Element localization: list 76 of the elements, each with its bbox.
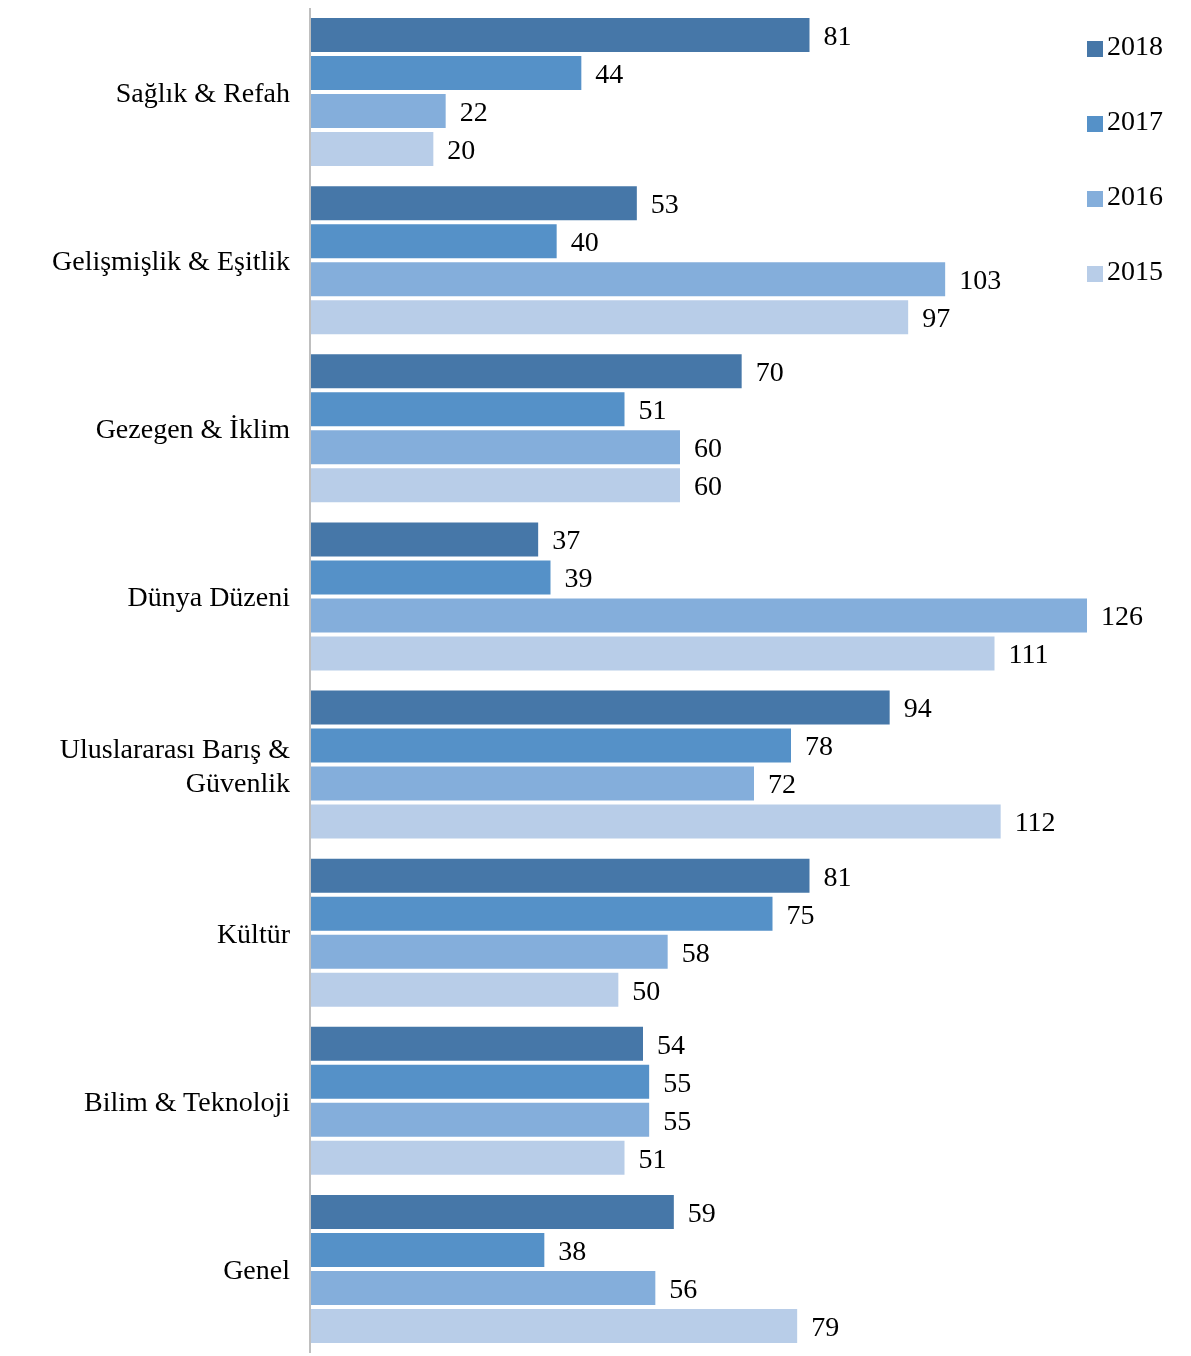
data-label: 51 [638,1142,667,1174]
bar [310,766,754,801]
bar [310,1232,545,1267]
bar [310,804,1001,839]
y-tick-label: Uluslararası Barış & Güvenlik [59,732,291,798]
data-label: 55 [663,1066,692,1098]
bar [310,18,810,52]
bar [310,972,619,1007]
bar [310,56,582,90]
data-label: 126 [1101,600,1143,632]
data-label: 59 [687,1196,716,1228]
y-tick-label: Dünya Düzeni [127,580,291,612]
legend-label: 2015 [1107,255,1163,286]
data-label: 53 [650,188,679,220]
data-label: 111 [1008,638,1049,670]
bar [310,262,946,297]
data-label: 60 [694,470,722,502]
data-label: 58 [681,936,710,968]
data-label: 20 [447,133,476,165]
bar [310,224,557,259]
data-label: 37 [552,524,581,556]
data-label: 55 [663,1104,692,1136]
data-label: 40 [570,226,599,258]
bar [310,94,446,128]
y-tick-label: Gelişmişlik & Eşitlik [51,244,290,276]
data-label: 50 [632,974,661,1006]
bar [310,636,995,671]
data-label: 44 [595,57,624,89]
bar [310,186,637,221]
bar [310,354,742,389]
y-tick-label: Sağlık & Refah [115,76,290,108]
bar [310,392,625,427]
data-label: 97 [922,302,951,334]
data-label: 112 [1014,806,1056,838]
data-label: 103 [959,264,1002,296]
bar [310,934,668,969]
data-label: 70 [755,356,784,388]
data-label: 79 [811,1310,840,1342]
legend-label: 2016 [1107,180,1163,211]
data-label: 72 [768,768,796,800]
bar [310,1194,674,1229]
bar [310,1270,656,1305]
bar [310,1140,625,1175]
y-tick-label: Gezegen & İklim [95,412,291,444]
bar [310,468,680,503]
bar [310,132,434,166]
y-tick-label: Genel [223,1253,291,1285]
bar [310,1064,650,1099]
bar [310,300,909,335]
bar [310,858,810,893]
bar [310,560,551,595]
bar [310,690,890,725]
data-label: 60 [694,432,722,464]
bar [310,1102,650,1137]
bar [310,430,680,465]
legend-label: 2018 [1107,30,1163,61]
y-tick-label: Bilim & Teknoloji [84,1085,291,1117]
data-label: 81 [823,860,852,892]
bar [310,1308,798,1343]
data-label: 22 [459,95,488,127]
y-tick-label: Kültür [216,917,291,949]
data-label: 94 [903,692,932,724]
bar [310,598,1087,633]
bar [310,522,539,557]
data-label: 54 [657,1028,685,1060]
data-label: 75 [786,898,815,930]
data-label: 39 [564,562,593,594]
bar [310,728,791,763]
data-label: 51 [638,394,667,426]
legend-label: 2017 [1107,105,1163,136]
data-label: 81 [823,19,852,51]
bar [310,896,773,931]
data-label: 38 [558,1234,587,1266]
bar [310,1026,643,1061]
data-label: 78 [805,730,833,762]
data-label: 56 [669,1272,698,1304]
